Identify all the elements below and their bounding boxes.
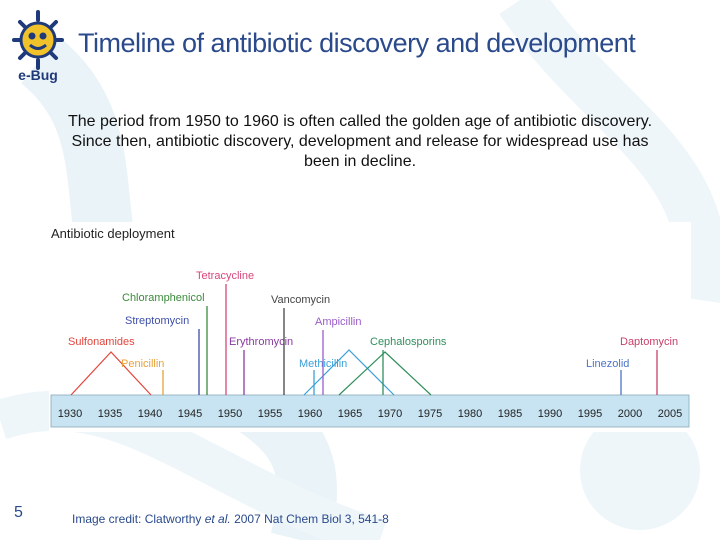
axis-year-label: 2005: [658, 408, 682, 420]
drug-label: Linezolid: [586, 358, 629, 370]
drug-discovery-marker: [303, 349, 395, 396]
drug-label: Sulfonamides: [68, 336, 135, 348]
axis-year-label: 1965: [338, 408, 362, 420]
diagram-title: Antibiotic deployment: [51, 226, 175, 241]
drug-label: Vancomycin: [271, 294, 330, 306]
e-bug-logo: e-Bug: [8, 10, 68, 85]
bug-face-icon: e-Bug: [12, 10, 64, 83]
axis-year-label: 1960: [298, 408, 322, 420]
axis-year-label: 1990: [538, 408, 562, 420]
drug-label: Streptomycin: [125, 315, 189, 327]
axis-year-label: 1955: [258, 408, 282, 420]
drug-label: Tetracycline: [196, 270, 254, 282]
drug-label: Erythromycin: [229, 336, 293, 348]
drug-label: Cephalosporins: [370, 336, 447, 348]
axis-year-label: 1985: [498, 408, 522, 420]
credit-suffix: 2007 Nat Chem Biol 3, 541-8: [230, 512, 389, 526]
axis-year-label: 1930: [58, 408, 82, 420]
axis-year-label: 1970: [378, 408, 402, 420]
antibiotic-timeline-figure: Antibiotic deployment 1930 1935 1940 1945 195…: [49, 222, 691, 432]
slide-title: Timeline of antibiotic discovery and dev…: [78, 28, 636, 58]
axis-year-label: 1995: [578, 408, 602, 420]
axis-year-label: 1950: [218, 408, 242, 420]
axis-year-label: 1935: [98, 408, 122, 420]
axis-year-label: 1980: [458, 408, 482, 420]
drug-discovery-marker: [70, 351, 152, 396]
axis-band: [50, 394, 690, 428]
axis-year-label: 1940: [138, 408, 162, 420]
drug-label: Ampicillin: [315, 316, 361, 328]
image-credit: Image credit: Clatworthy et al. 2007 Nat…: [72, 512, 389, 526]
timeline-diagram: Antibiotic deployment 1930 1935 1940 1945 195…: [50, 226, 690, 428]
slide-body-text: The period from 1950 to 1960 is often ca…: [67, 113, 653, 170]
drug-label: Penicillin: [121, 358, 164, 370]
credit-prefix: Image credit: Clatworthy: [72, 512, 205, 526]
page-number: 5: [14, 504, 23, 521]
logo-text: e-Bug: [18, 67, 58, 83]
axis-year-label: 1945: [178, 408, 202, 420]
drug-label: Daptomycin: [620, 336, 678, 348]
axis-year-label: 1975: [418, 408, 442, 420]
drug-discovery-marker: [338, 351, 432, 396]
drug-label: Chloramphenicol: [122, 292, 205, 304]
credit-italic: et al.: [204, 512, 231, 526]
axis-year-label: 2000: [618, 408, 642, 420]
